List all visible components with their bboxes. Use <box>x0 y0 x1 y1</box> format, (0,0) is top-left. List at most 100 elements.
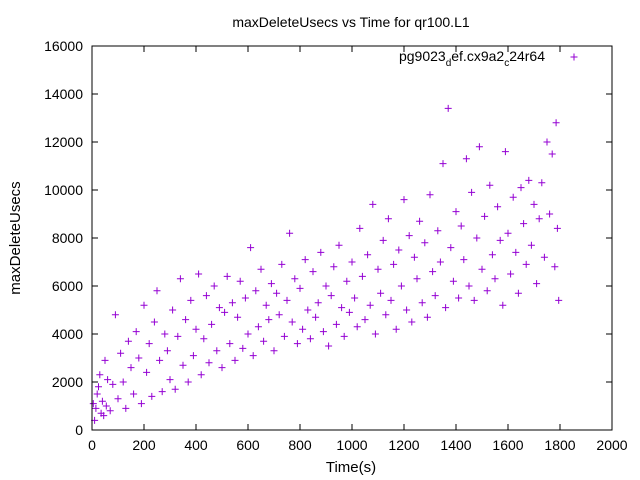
data-point <box>434 227 442 235</box>
y-tick-label: 2000 <box>52 374 83 390</box>
data-point <box>397 282 405 290</box>
data-point <box>322 282 330 290</box>
data-point <box>158 388 166 396</box>
data-point <box>535 215 543 223</box>
data-point <box>208 320 216 328</box>
data-points <box>89 104 563 424</box>
legend-label-main: pg9023 <box>399 48 446 64</box>
data-point <box>148 392 156 400</box>
data-point <box>92 404 100 412</box>
data-point <box>455 294 463 302</box>
data-point <box>98 397 106 405</box>
data-point <box>309 268 317 276</box>
data-point <box>137 400 145 408</box>
data-point <box>546 210 554 218</box>
data-point <box>403 306 411 314</box>
data-point <box>499 301 507 309</box>
data-point <box>89 400 97 408</box>
data-point <box>512 248 520 256</box>
data-point <box>457 222 465 230</box>
legend: pg9023def.cx9a2c24r64 <box>399 48 578 69</box>
data-point <box>478 265 486 273</box>
x-tick-label: 1800 <box>544 437 575 453</box>
x-tick-label: 1000 <box>336 437 367 453</box>
data-point <box>486 181 494 189</box>
data-point <box>189 352 197 360</box>
data-point <box>124 337 132 345</box>
y-tick-label: 10000 <box>44 182 83 198</box>
x-tick-label: 2000 <box>596 437 627 453</box>
data-point <box>270 347 278 355</box>
data-point <box>262 301 270 309</box>
data-point <box>301 256 309 264</box>
data-point <box>392 325 400 333</box>
data-point <box>119 378 127 386</box>
data-point <box>104 376 112 384</box>
legend-label-sub-2: c <box>504 58 509 69</box>
data-point <box>182 316 190 324</box>
data-point <box>335 241 343 249</box>
data-point <box>501 148 509 156</box>
data-point <box>418 299 426 307</box>
data-point <box>449 277 457 285</box>
data-point <box>405 232 413 240</box>
data-point <box>410 253 418 261</box>
data-point <box>153 287 161 295</box>
x-tick-label: 600 <box>236 437 260 453</box>
data-point <box>421 239 429 247</box>
data-point <box>210 282 218 290</box>
x-tick-label: 400 <box>184 437 208 453</box>
data-point <box>543 138 551 146</box>
data-point <box>470 296 478 304</box>
x-tick-label: 800 <box>288 437 312 453</box>
data-point <box>200 335 208 343</box>
data-point <box>127 364 135 372</box>
data-point <box>192 325 200 333</box>
data-point <box>426 191 434 199</box>
y-tick-label: 14000 <box>44 86 83 102</box>
data-point <box>241 294 249 302</box>
data-point <box>527 241 535 249</box>
x-tick-label: 1600 <box>492 437 523 453</box>
data-point <box>319 328 327 336</box>
data-point <box>130 390 138 398</box>
data-point <box>332 320 340 328</box>
data-point <box>280 332 288 340</box>
data-point <box>525 176 533 184</box>
data-point <box>483 287 491 295</box>
y-axis-ticks: 0 2000 4000 6000 8000 10000 12000 14000 16000 <box>44 38 612 438</box>
data-point <box>507 270 515 278</box>
data-point <box>111 311 119 319</box>
data-point <box>299 325 307 333</box>
x-axis-label: Time(s) <box>326 459 376 476</box>
y-tick-label: 0 <box>75 422 83 438</box>
data-point <box>353 323 361 331</box>
data-point <box>423 313 431 321</box>
data-point <box>444 104 452 112</box>
data-point <box>106 407 114 415</box>
data-point <box>257 265 265 273</box>
data-point <box>473 234 481 242</box>
data-point <box>366 301 374 309</box>
data-point <box>312 313 320 321</box>
data-point <box>343 277 351 285</box>
data-point <box>496 236 504 244</box>
data-point <box>348 258 356 266</box>
data-point <box>314 299 322 307</box>
data-point <box>530 200 538 208</box>
data-point <box>468 188 476 196</box>
data-point <box>330 263 338 271</box>
y-tick-label: 8000 <box>52 230 83 246</box>
data-point <box>145 340 153 348</box>
data-point <box>135 354 143 362</box>
data-point <box>223 272 231 280</box>
legend-marker-plus <box>570 53 578 61</box>
data-point <box>236 277 244 285</box>
data-point <box>231 356 239 364</box>
data-point <box>226 340 234 348</box>
x-tick-label: 0 <box>88 437 96 453</box>
data-point <box>538 179 546 187</box>
data-point <box>205 359 213 367</box>
